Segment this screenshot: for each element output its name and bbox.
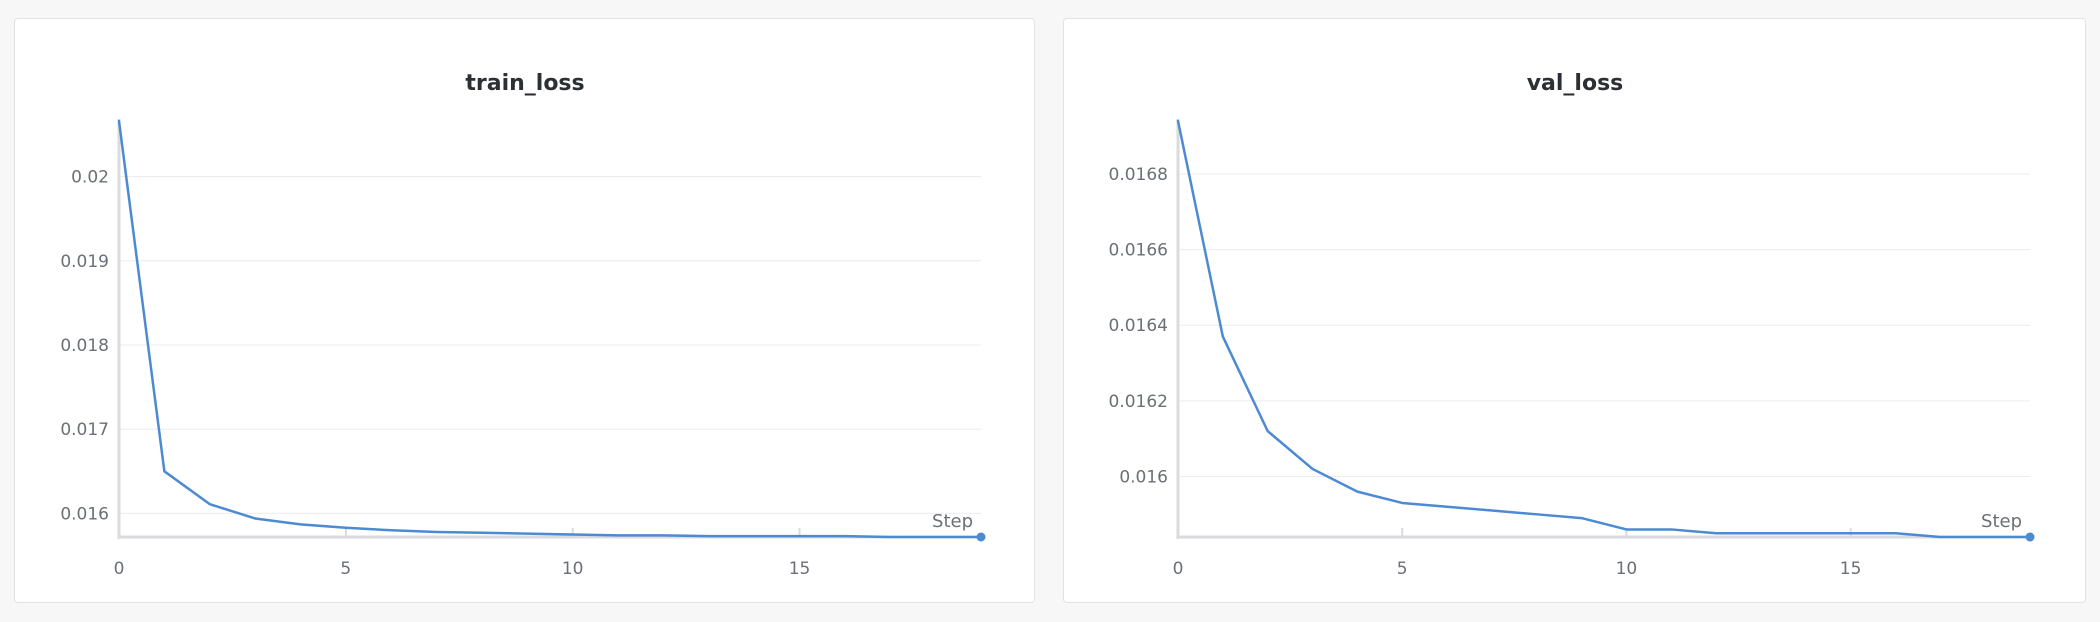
series-line xyxy=(1176,119,2032,539)
chart-title: train_loss xyxy=(465,71,584,96)
y-tick-label: 0.018 xyxy=(60,336,109,356)
train-loss-panel: train_loss 0.016 0.017 0.018 0.019 0.02 0 5 10 15… xyxy=(14,18,1035,603)
series-end-point xyxy=(976,532,986,542)
val-loss-panel: val_loss 0.016 0.0162 0.0164 0.0166 0.0168 0 5 1… xyxy=(1063,18,2086,603)
y-tick-label: 0.0168 xyxy=(1109,165,1168,185)
x-tick-label: 10 xyxy=(562,559,584,579)
y-tick-label: 0.0166 xyxy=(1109,241,1168,261)
x-axis-label: Step xyxy=(932,511,973,532)
val-loss-chart: val_loss 0.016 0.0162 0.0164 0.0166 0.0168 0 5 1… xyxy=(1109,71,2035,579)
x-tick-label: 5 xyxy=(1397,559,1408,579)
y-tick-label: 0.016 xyxy=(60,504,109,524)
x-tick-label: 0 xyxy=(1173,559,1184,579)
y-tick-label: 0.0164 xyxy=(1109,316,1168,336)
y-tick-label: 0.016 xyxy=(1119,467,1168,487)
y-tick-label: 0.019 xyxy=(60,252,109,272)
chart-title: val_loss xyxy=(1527,71,1624,96)
x-tick-label: 5 xyxy=(340,559,351,579)
series-line xyxy=(117,119,983,539)
x-tick-label: 0 xyxy=(114,559,125,579)
x-axis-label: Step xyxy=(1981,511,2022,532)
train-loss-chart: train_loss 0.016 0.017 0.018 0.019 0.02 0 5 10 15… xyxy=(60,71,986,579)
y-tick-label: 0.017 xyxy=(60,420,109,440)
y-tick-label: 0.02 xyxy=(71,168,109,188)
x-tick-label: 10 xyxy=(1616,559,1638,579)
x-tick-label: 15 xyxy=(1840,559,1862,579)
series-end-point xyxy=(2025,532,2035,542)
x-tick-label: 15 xyxy=(789,559,811,579)
y-tick-label: 0.0162 xyxy=(1109,392,1168,412)
